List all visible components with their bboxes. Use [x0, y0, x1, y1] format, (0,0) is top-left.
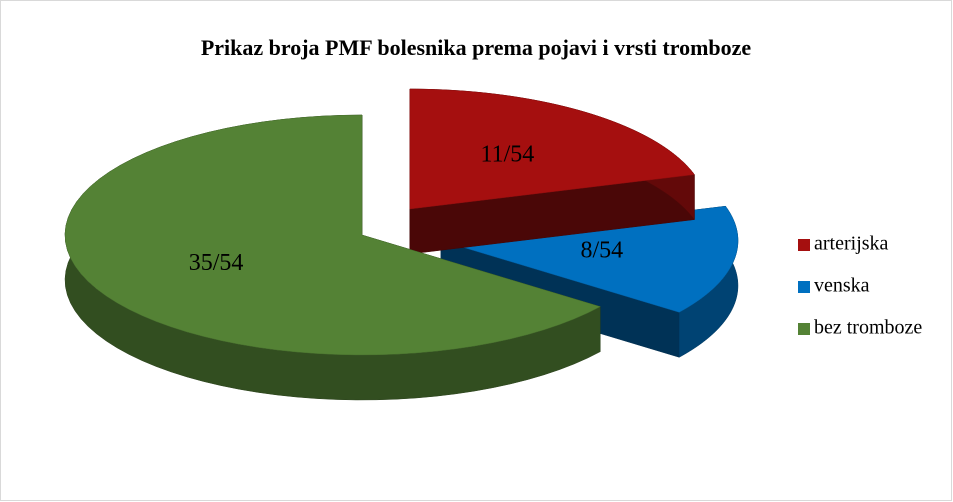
legend-swatch	[798, 239, 810, 251]
data-label: 11/54	[481, 142, 535, 168]
data-label: 8/54	[581, 238, 624, 264]
legend-swatch	[798, 281, 810, 293]
legend-label: arterijska	[814, 233, 889, 255]
legend-label: bez tromboze	[814, 317, 922, 339]
legend-label: venska	[814, 275, 870, 297]
chart-title: Prikaz broja PMF bolesnika prema pojavi …	[201, 35, 752, 60]
data-label: 35/54	[189, 250, 244, 276]
slice	[64, 114, 601, 356]
legend-swatch	[798, 323, 810, 335]
slice	[409, 88, 695, 210]
